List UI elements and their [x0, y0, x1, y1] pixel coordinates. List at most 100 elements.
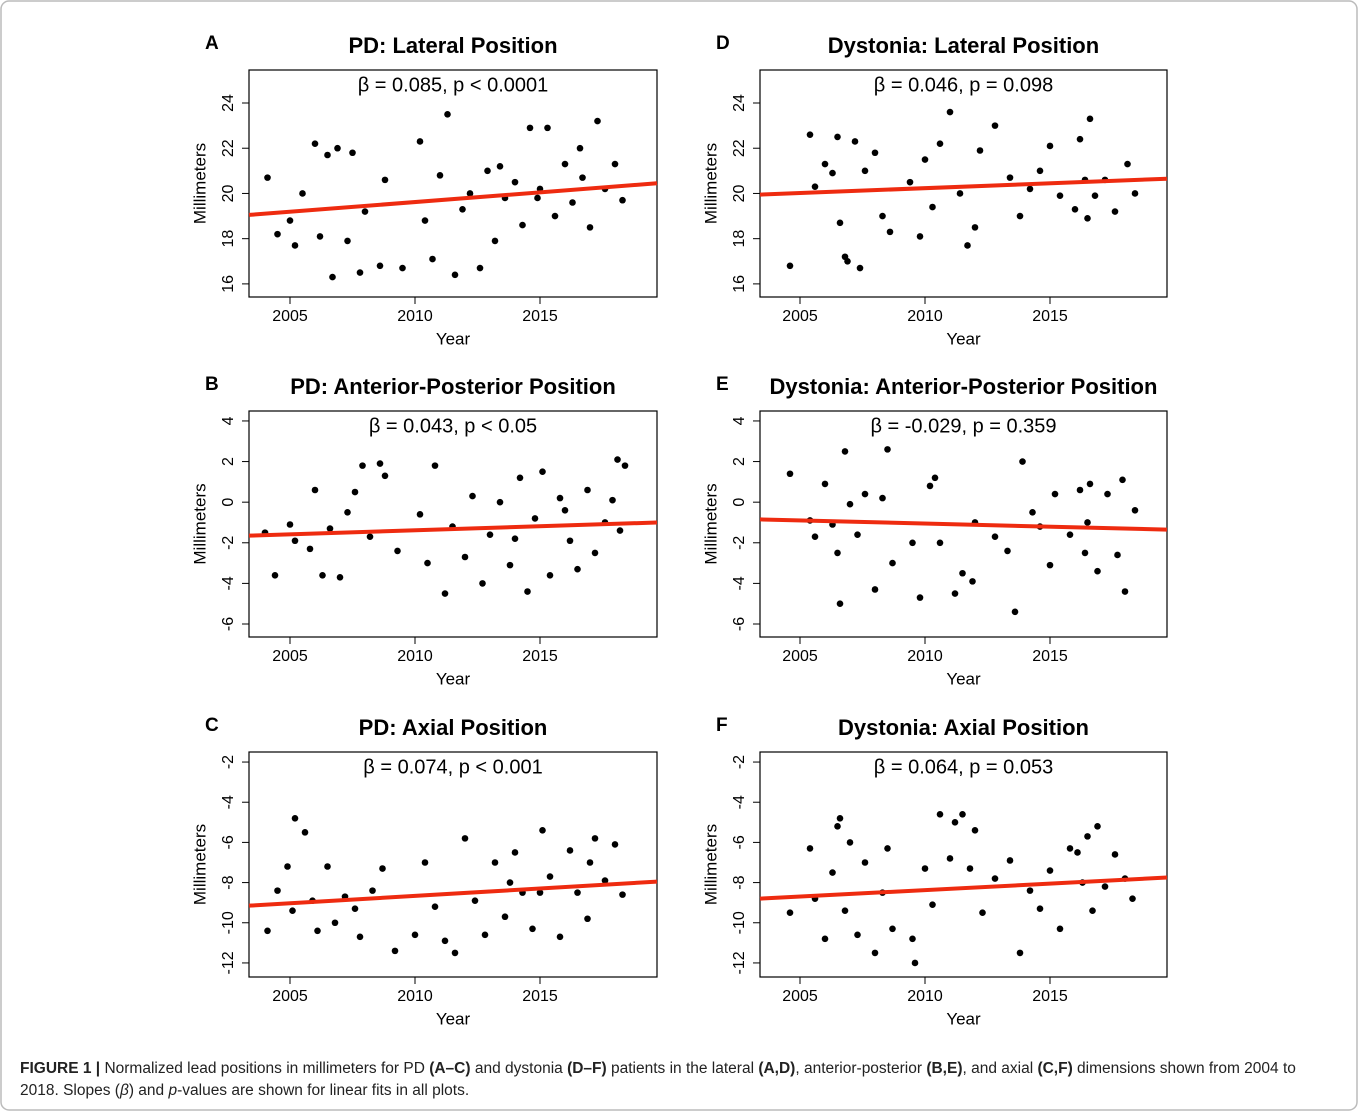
y-tick-label: -2: [731, 536, 748, 550]
data-point: [561, 160, 569, 168]
x-axis-label: Year: [946, 1009, 981, 1028]
data-point: [461, 553, 469, 561]
x-tick-label: 2015: [1032, 988, 1068, 1005]
data-point: [264, 927, 271, 935]
x-axis-label: Year: [436, 1009, 471, 1028]
data-point: [291, 537, 299, 545]
data-point: [846, 839, 854, 846]
y-tick-label: 4: [220, 416, 237, 425]
data-point: [1081, 549, 1089, 557]
data-point: [271, 571, 279, 579]
data-point: [921, 156, 929, 163]
caption: FIGURE 1 | Normalized lead positions in …: [20, 1058, 1338, 1102]
data-point: [574, 889, 581, 896]
y-tick-label: -6: [220, 617, 237, 631]
data-point: [329, 273, 336, 281]
data-point: [1111, 208, 1119, 215]
caption-text: and dystonia: [470, 1060, 568, 1077]
data-point: [366, 533, 374, 540]
data-point: [879, 494, 886, 502]
data-point: [511, 535, 519, 543]
y-tick-label: 2: [731, 457, 748, 466]
y-tick-label: -4: [220, 576, 237, 590]
y-tick-label: -8: [220, 875, 237, 889]
caption-text: Normalized lead positions in millimeters…: [104, 1060, 430, 1077]
x-tick-label: 2010: [397, 988, 433, 1005]
fit-line: [248, 879, 658, 908]
caption-text: , anterior-posterior: [795, 1060, 927, 1077]
data-point: [1036, 167, 1044, 175]
data-point: [349, 149, 356, 157]
data-point: [1084, 519, 1091, 526]
data-point: [496, 163, 504, 170]
data-point: [361, 208, 369, 215]
panel-label: B: [205, 374, 219, 395]
x-tick-label: 2010: [907, 648, 943, 665]
data-point: [569, 199, 576, 206]
data-point: [491, 237, 499, 245]
data-point: [871, 149, 879, 157]
data-point: [331, 919, 339, 927]
y-tick-label: 18: [731, 230, 748, 248]
y-tick-label: -10: [220, 911, 237, 934]
data-point: [416, 511, 424, 518]
data-point: [929, 203, 936, 211]
data-point: [1026, 887, 1034, 894]
caption-text: dimensions shown from 2004 to 2018. Slop…: [20, 1060, 1296, 1099]
x-tick-label: 2005: [272, 308, 308, 325]
data-point: [436, 172, 444, 179]
data-point: [1056, 925, 1064, 933]
plot-frame: [759, 751, 1168, 978]
data-point: [1066, 845, 1074, 852]
data-point: [929, 901, 936, 908]
data-point: [1056, 192, 1064, 200]
data-point: [806, 131, 814, 138]
data-point: [1046, 561, 1054, 569]
fit-line: [759, 875, 1168, 901]
data-point: [841, 448, 849, 455]
data-point: [316, 233, 324, 240]
annotation: β = 0.085, p < 0.0001: [358, 74, 549, 96]
panel-label: D: [716, 33, 730, 54]
annotation: β = 0.046, p = 0.098: [874, 74, 1053, 96]
caption-text: p: [168, 1082, 178, 1099]
data-point: [286, 521, 294, 528]
data-point: [969, 578, 976, 585]
y-tick-label: 20: [731, 184, 748, 202]
data-point: [576, 144, 584, 152]
data-point: [324, 151, 331, 159]
data-point: [971, 827, 979, 834]
data-point: [861, 859, 869, 866]
data-point: [359, 462, 366, 469]
y-tick-label: 16: [731, 275, 748, 293]
data-point: [1086, 115, 1094, 123]
data-point: [616, 527, 624, 534]
data-point: [959, 569, 966, 577]
plot-frame: [248, 69, 658, 298]
data-point: [946, 108, 954, 116]
data-point: [506, 879, 514, 886]
data-point: [1104, 490, 1111, 498]
y-tick-label: 22: [731, 139, 748, 157]
panel-title: Dystonia: Anterior-Posterior Position: [770, 374, 1158, 399]
data-point: [964, 242, 971, 249]
data-point: [476, 264, 484, 272]
data-point: [441, 590, 449, 597]
data-point: [459, 205, 466, 213]
data-point: [951, 819, 959, 826]
data-point: [836, 600, 844, 607]
data-point: [484, 167, 491, 175]
data-point: [291, 814, 299, 822]
data-point: [991, 875, 999, 882]
data-point: [286, 217, 294, 224]
fit-line: [759, 176, 1168, 197]
data-point: [909, 539, 916, 547]
data-point: [1076, 486, 1084, 494]
data-point: [591, 549, 599, 557]
data-point: [1026, 185, 1034, 193]
data-point: [381, 472, 389, 480]
annotation: β = -0.029, p = 0.359: [870, 415, 1056, 437]
data-point: [301, 829, 309, 836]
